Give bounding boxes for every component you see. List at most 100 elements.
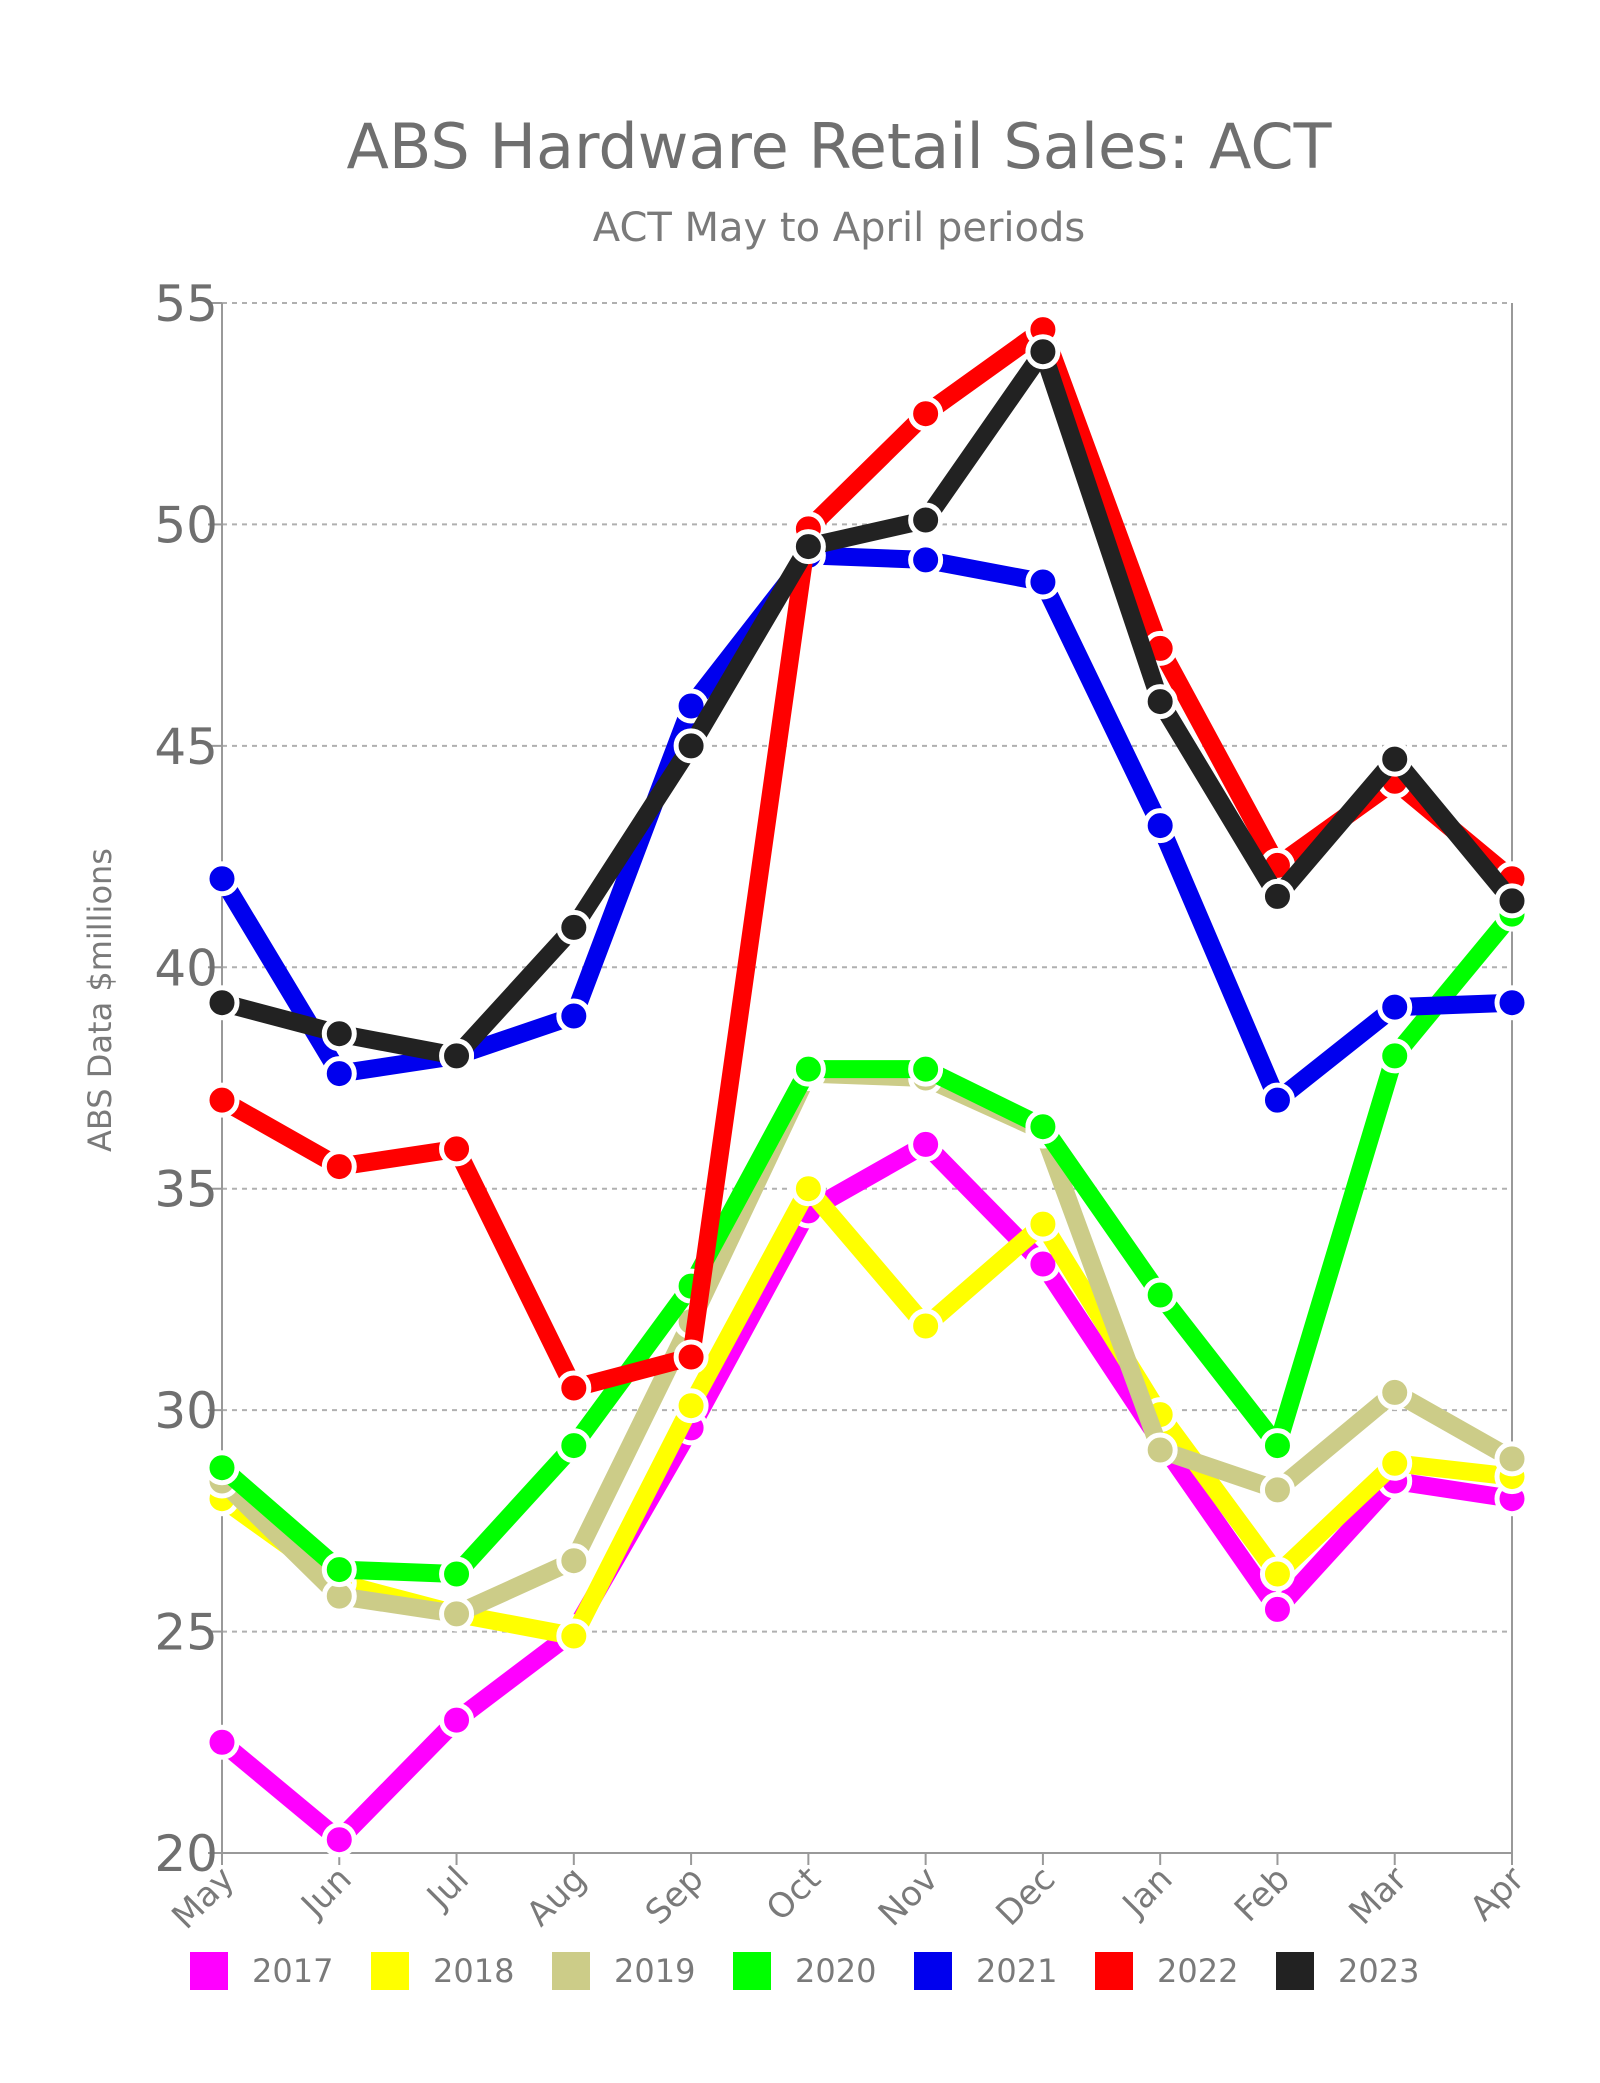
data-point [1494, 883, 1530, 919]
data-point [556, 1543, 592, 1579]
legend-item: 2020 [733, 1946, 876, 1996]
data-point [204, 1450, 240, 1486]
data-point [1377, 1445, 1413, 1481]
legend-label: 2022 [1157, 1952, 1239, 1990]
legend-item: 2023 [1276, 1946, 1419, 1996]
data-point [1377, 1374, 1413, 1410]
data-point [1142, 808, 1178, 844]
legend-swatch [190, 1952, 228, 1990]
data-point [908, 502, 944, 538]
data-point [1259, 878, 1295, 914]
legend-label: 2018 [433, 1952, 515, 1990]
axes [208, 302, 1513, 1865]
legend-swatch [1276, 1952, 1314, 1990]
data-point [556, 1428, 592, 1464]
data-point [439, 1556, 475, 1592]
series-2020 [204, 896, 1530, 1592]
data-point [1025, 334, 1061, 370]
legend-swatch [733, 1952, 771, 1990]
data-point [908, 1308, 944, 1344]
y-tick-label: 55 [154, 275, 218, 333]
data-point [1025, 1206, 1061, 1242]
data-point [1142, 1277, 1178, 1313]
x-tick-label: Jan [1114, 1859, 1181, 1926]
data-point [908, 1051, 944, 1087]
legend-label: 2019 [614, 1952, 696, 1990]
legend-swatch [1095, 1952, 1133, 1990]
y-tick-labels: 20 25 30 35 40 45 50 55 [154, 275, 218, 1883]
series-2023 [204, 334, 1530, 1074]
chart-subtitle: ACT May to April periods [592, 205, 1086, 251]
data-point [204, 1082, 240, 1118]
data-point [321, 1822, 357, 1858]
chart-title: ABS Hardware Retail Sales: ACT [346, 110, 1332, 183]
data-point [673, 1339, 709, 1375]
y-tick-label: 50 [154, 496, 218, 554]
x-tick-label: Mar [1341, 1859, 1415, 1933]
y-tick-label: 30 [154, 1382, 218, 1440]
data-point [908, 542, 944, 578]
data-point [908, 1126, 944, 1162]
data-point [1025, 1109, 1061, 1145]
data-point [908, 396, 944, 432]
series-line [213, 342, 1521, 1065]
data-point [1259, 1591, 1295, 1627]
y-tick-label: 20 [154, 1825, 218, 1883]
data-point [204, 1724, 240, 1760]
series-line [213, 1135, 1521, 1849]
data-point [790, 1051, 826, 1087]
legend-item: 2021 [914, 1946, 1057, 1996]
data-point [1259, 1472, 1295, 1508]
data-point [790, 1171, 826, 1207]
legend-swatch [552, 1952, 590, 1990]
x-tick-label: Feb [1227, 1859, 1298, 1930]
legend-item: 2018 [371, 1946, 514, 1996]
x-tick-label: Aug [519, 1859, 594, 1934]
data-point [556, 909, 592, 945]
x-tick-label: Oct [759, 1859, 829, 1929]
legend-label: 2023 [1338, 1952, 1420, 1990]
data-point [321, 1056, 357, 1092]
data-point [321, 1149, 357, 1185]
data-point [1142, 684, 1178, 720]
legend-swatch [371, 1952, 409, 1990]
x-tick-label: Jul [418, 1859, 477, 1918]
x-tick-label: Apr [1462, 1859, 1532, 1929]
y-tick-label: 45 [154, 718, 218, 776]
data-point [204, 861, 240, 897]
legend-item: 2022 [1095, 1946, 1238, 1996]
data-point [439, 1702, 475, 1738]
x-tick-label: Sep [638, 1859, 712, 1933]
legend-swatch [914, 1952, 952, 1990]
data-point [439, 1038, 475, 1074]
data-point [556, 998, 592, 1034]
legend-item: 2017 [190, 1946, 333, 1996]
data-point [1377, 1038, 1413, 1074]
data-point [673, 1388, 709, 1424]
legend-item: 2019 [552, 1946, 695, 1996]
legend: 2017 2018 2019 2020 2021 2022 2023 [0, 1946, 1600, 1996]
legend-label: 2017 [252, 1952, 334, 1990]
x-tick-labels: May Jun Jul Aug Sep Oct Nov Dec Jan Feb Mar Apr [164, 1859, 1532, 1937]
data-point [1494, 985, 1530, 1021]
legend-label: 2020 [795, 1952, 877, 1990]
data-point [321, 1016, 357, 1052]
y-tick-label: 25 [154, 1604, 218, 1662]
data-point [1259, 1082, 1295, 1118]
data-point [556, 1618, 592, 1654]
x-tick-label: Dec [988, 1859, 1063, 1934]
data-point [790, 529, 826, 565]
data-point [1142, 1432, 1178, 1468]
series-2022 [204, 312, 1530, 1406]
series-group [204, 312, 1530, 1858]
data-point [1377, 741, 1413, 777]
series-line [213, 320, 1521, 1397]
data-point [321, 1552, 357, 1588]
data-point [556, 1370, 592, 1406]
series-2017 [204, 1126, 1530, 1858]
data-point [1025, 564, 1061, 600]
data-point [204, 985, 240, 1021]
y-tick-label: 35 [154, 1161, 218, 1219]
data-point [1259, 1428, 1295, 1464]
